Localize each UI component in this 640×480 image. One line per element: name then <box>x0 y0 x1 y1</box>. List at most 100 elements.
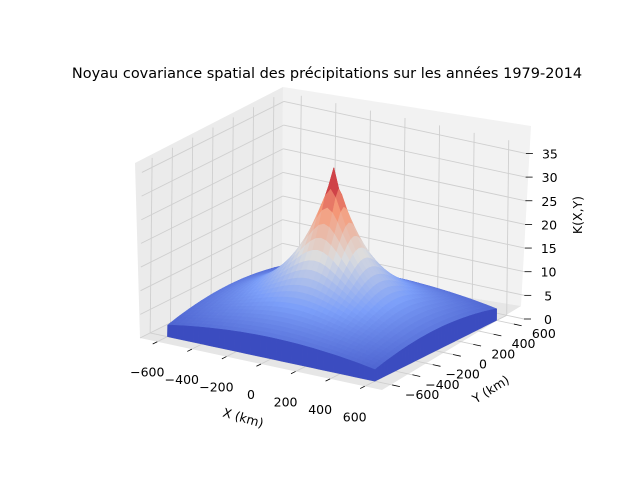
surface-patch <box>353 361 360 379</box>
back-gridline-z <box>283 148 526 202</box>
z-tick-label: 10 <box>541 265 557 280</box>
surface-patch <box>229 330 236 352</box>
x-tick-mark <box>325 378 331 382</box>
surface-patch <box>462 316 467 338</box>
y-tick-mark <box>452 354 461 357</box>
axis-ticks: −600 −400 −200 0 200 400 600−600−400−200020040… <box>130 146 558 424</box>
surface-patch <box>182 325 189 342</box>
z-tick-label: 30 <box>542 170 558 185</box>
surface-patch <box>411 341 415 364</box>
back-gridline-x <box>298 95 302 271</box>
side-gridline-y <box>271 97 275 273</box>
side-gridline-z <box>140 219 283 292</box>
surface-patch <box>359 363 365 380</box>
surface-patch <box>291 342 298 365</box>
surface-patch <box>193 326 199 344</box>
surface-patch <box>471 313 476 333</box>
surface-patch <box>369 367 376 382</box>
surface-patch <box>203 327 210 346</box>
surface-patch <box>296 343 303 366</box>
y-tick-mark <box>392 384 401 387</box>
side-gridline-y <box>190 137 194 313</box>
surface-patch <box>167 324 174 339</box>
surface-patch <box>420 335 425 359</box>
x-tick-label: −200 <box>199 380 233 395</box>
x-tick-mark <box>187 348 193 352</box>
side-gridline-z <box>141 101 285 173</box>
z-axis-label: K(X,Y) <box>570 196 585 234</box>
side-gridline-z <box>140 195 284 268</box>
surface-patch <box>224 329 231 351</box>
y-tick-mark <box>473 343 482 347</box>
x-tick-label: −600 <box>130 365 164 380</box>
y-tick-label: 0 <box>479 357 487 372</box>
surface-patch <box>405 344 409 367</box>
surface-patch <box>322 351 329 372</box>
z-tick-label: 20 <box>541 217 557 232</box>
surface-patch <box>475 312 479 332</box>
surface-patch <box>447 322 452 346</box>
surface-patch <box>478 311 482 330</box>
surface-patch <box>317 349 324 371</box>
x-tick-label: 200 <box>274 394 298 409</box>
x-tick-label: 400 <box>308 402 332 417</box>
surface-patch <box>380 361 385 379</box>
z-tick-label: 25 <box>541 194 557 209</box>
back-gridline-x <box>506 140 510 316</box>
side-gridline-y <box>149 157 153 333</box>
surface-patch <box>327 352 334 373</box>
back-gridline-x <box>437 125 441 301</box>
surface-patch <box>377 364 382 381</box>
x-axis-label: X (km) <box>221 405 265 431</box>
x-tick-mark <box>290 371 296 375</box>
chart-title: Noyau covariance spatial des précipitati… <box>72 66 582 82</box>
z-tick-label: 35 <box>542 146 558 161</box>
x-tick-mark <box>359 385 365 389</box>
surface-patch <box>487 309 491 326</box>
surface-patch <box>417 337 421 361</box>
side-gridline-z <box>140 172 284 244</box>
surface-patch <box>302 344 308 368</box>
y-tick-mark <box>493 333 502 337</box>
y-tick-label: −400 <box>425 377 459 392</box>
back-gridline-z <box>283 124 526 178</box>
x-tick-mark <box>152 341 158 345</box>
surface-patch <box>338 355 345 375</box>
surface-patch <box>408 342 412 365</box>
surface-patch <box>383 359 388 378</box>
surface-patch <box>389 355 394 375</box>
surface-patch <box>426 332 431 356</box>
surface-patch <box>239 331 246 354</box>
side-gridline-y <box>169 147 173 323</box>
surface-patch <box>348 359 355 378</box>
surface-patch <box>219 328 225 350</box>
surface-patch <box>172 324 179 340</box>
surface-patch <box>453 319 458 343</box>
x-tick-label: 600 <box>343 409 367 424</box>
surface-patch <box>281 339 288 363</box>
surface-patch <box>177 325 184 341</box>
back-gridline-z <box>282 171 526 225</box>
y-tick-mark <box>412 374 421 377</box>
surface-patch <box>490 309 494 324</box>
back-gridline-z <box>283 101 526 154</box>
surface-patch <box>438 326 443 350</box>
z-tick-label: 5 <box>544 288 552 303</box>
surface-patch <box>255 334 262 358</box>
surface-patch <box>265 336 272 360</box>
x-tick-mark <box>221 356 227 360</box>
surface-patch <box>364 365 371 381</box>
surface-patch <box>244 332 251 355</box>
surface-patch <box>395 350 400 372</box>
y-tick-label: −200 <box>446 367 480 382</box>
surface-patch <box>484 310 488 327</box>
surface-patch <box>456 318 461 341</box>
surface-patch <box>213 328 220 349</box>
surface-patch <box>276 338 283 362</box>
x-tick-label: −400 <box>165 372 199 387</box>
surface-patch <box>386 357 391 376</box>
surface-patch <box>459 317 464 340</box>
side-gridline-z <box>141 124 284 197</box>
surface-patch <box>198 326 205 345</box>
